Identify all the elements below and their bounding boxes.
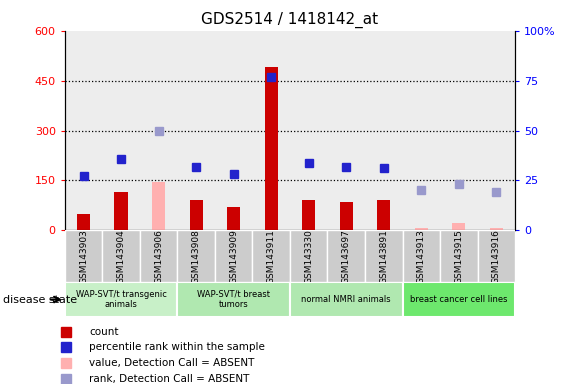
Text: disease state: disease state — [3, 295, 77, 305]
Bar — [302, 200, 315, 230]
Bar — [102, 31, 140, 230]
Text: GSM143916: GSM143916 — [492, 229, 501, 284]
Bar — [252, 230, 290, 282]
Text: GSM143908: GSM143908 — [191, 229, 200, 284]
Bar — [77, 214, 90, 230]
Bar — [365, 31, 403, 230]
Bar — [477, 31, 515, 230]
Title: GDS2514 / 1418142_at: GDS2514 / 1418142_at — [202, 12, 378, 28]
Bar — [403, 230, 440, 282]
Text: GSM143913: GSM143913 — [417, 229, 426, 284]
Text: GSM143330: GSM143330 — [304, 229, 313, 284]
Text: normal NMRI animals: normal NMRI animals — [301, 295, 391, 304]
Bar — [328, 31, 365, 230]
Bar — [490, 228, 503, 230]
Bar — [140, 230, 177, 282]
Bar — [290, 31, 328, 230]
Text: GSM143906: GSM143906 — [154, 229, 163, 284]
Text: percentile rank within the sample: percentile rank within the sample — [89, 343, 265, 353]
Bar — [365, 230, 403, 282]
Bar — [140, 31, 177, 230]
Bar — [440, 31, 477, 230]
Text: GSM143909: GSM143909 — [229, 229, 238, 284]
Text: WAP-SVT/t transgenic
animals: WAP-SVT/t transgenic animals — [75, 290, 167, 309]
Bar — [65, 282, 177, 317]
Bar — [403, 31, 440, 230]
Bar — [215, 230, 252, 282]
Bar — [177, 31, 215, 230]
Bar — [290, 230, 328, 282]
Text: GSM143697: GSM143697 — [342, 229, 351, 284]
Bar — [177, 282, 290, 317]
Bar — [177, 230, 215, 282]
Bar — [114, 192, 128, 230]
Text: GSM143891: GSM143891 — [379, 229, 388, 284]
Bar — [415, 228, 428, 230]
Text: breast cancer cell lines: breast cancer cell lines — [410, 295, 508, 304]
Bar — [265, 67, 278, 230]
Bar — [339, 202, 353, 230]
Bar — [102, 230, 140, 282]
Text: GSM143903: GSM143903 — [79, 229, 88, 284]
Bar — [403, 282, 515, 317]
Bar — [377, 200, 390, 230]
Text: WAP-SVT/t breast
tumors: WAP-SVT/t breast tumors — [197, 290, 270, 309]
Text: rank, Detection Call = ABSENT: rank, Detection Call = ABSENT — [89, 374, 249, 384]
Bar — [252, 31, 290, 230]
Bar — [477, 230, 515, 282]
Bar — [328, 230, 365, 282]
Bar — [152, 182, 165, 230]
Bar — [227, 207, 240, 230]
Bar — [452, 223, 466, 230]
Text: GSM143911: GSM143911 — [267, 229, 276, 284]
Text: count: count — [89, 327, 119, 337]
Bar — [65, 31, 102, 230]
Text: GSM143904: GSM143904 — [117, 229, 126, 284]
Bar — [290, 282, 403, 317]
Bar — [215, 31, 252, 230]
Bar — [440, 230, 477, 282]
Text: GSM143915: GSM143915 — [454, 229, 463, 284]
Bar — [65, 230, 102, 282]
Text: value, Detection Call = ABSENT: value, Detection Call = ABSENT — [89, 358, 254, 368]
Bar — [190, 200, 203, 230]
